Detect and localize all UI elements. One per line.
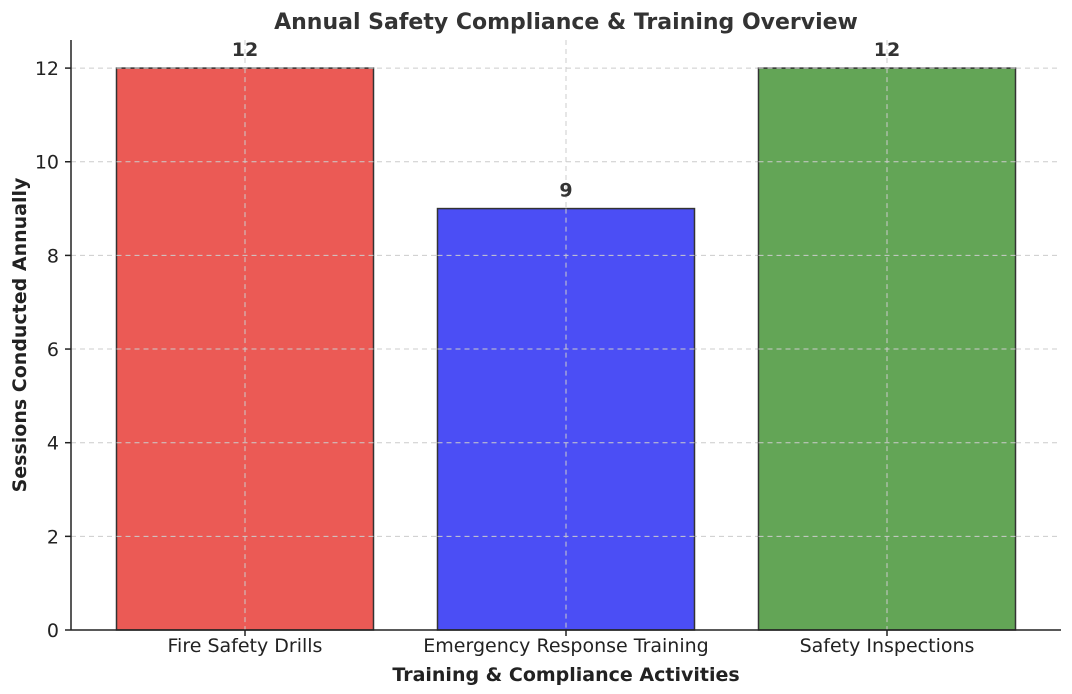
data-label: 12: [874, 39, 900, 61]
x-tick-label: Safety Inspections: [800, 635, 975, 657]
data-label: 12: [232, 39, 258, 61]
data-labels: 12 9 12: [116, 39, 1016, 630]
x-tick-label: Emergency Response Training: [423, 635, 708, 657]
x-axis-ticks: Fire Safety Drills Emergency Response Tra…: [168, 630, 975, 657]
y-tick-label: 2: [47, 526, 59, 548]
y-tick-label: 0: [47, 620, 59, 642]
x-tick-label: Fire Safety Drills: [168, 635, 323, 657]
x-axis-label: Training & Compliance Activities: [392, 664, 739, 686]
y-tick-label: 6: [47, 339, 59, 361]
y-tick-label: 4: [47, 433, 59, 455]
y-axis-label: Sessions Conducted Annually: [9, 177, 31, 492]
data-label: 9: [559, 180, 572, 202]
y-tick-label: 10: [35, 152, 59, 174]
y-axis-ticks: 0 2 4 6 8 10 12: [35, 58, 71, 642]
y-tick-label: 12: [35, 58, 59, 80]
chart-title: Annual Safety Compliance & Training Over…: [274, 10, 858, 35]
y-tick-label: 8: [47, 245, 59, 267]
